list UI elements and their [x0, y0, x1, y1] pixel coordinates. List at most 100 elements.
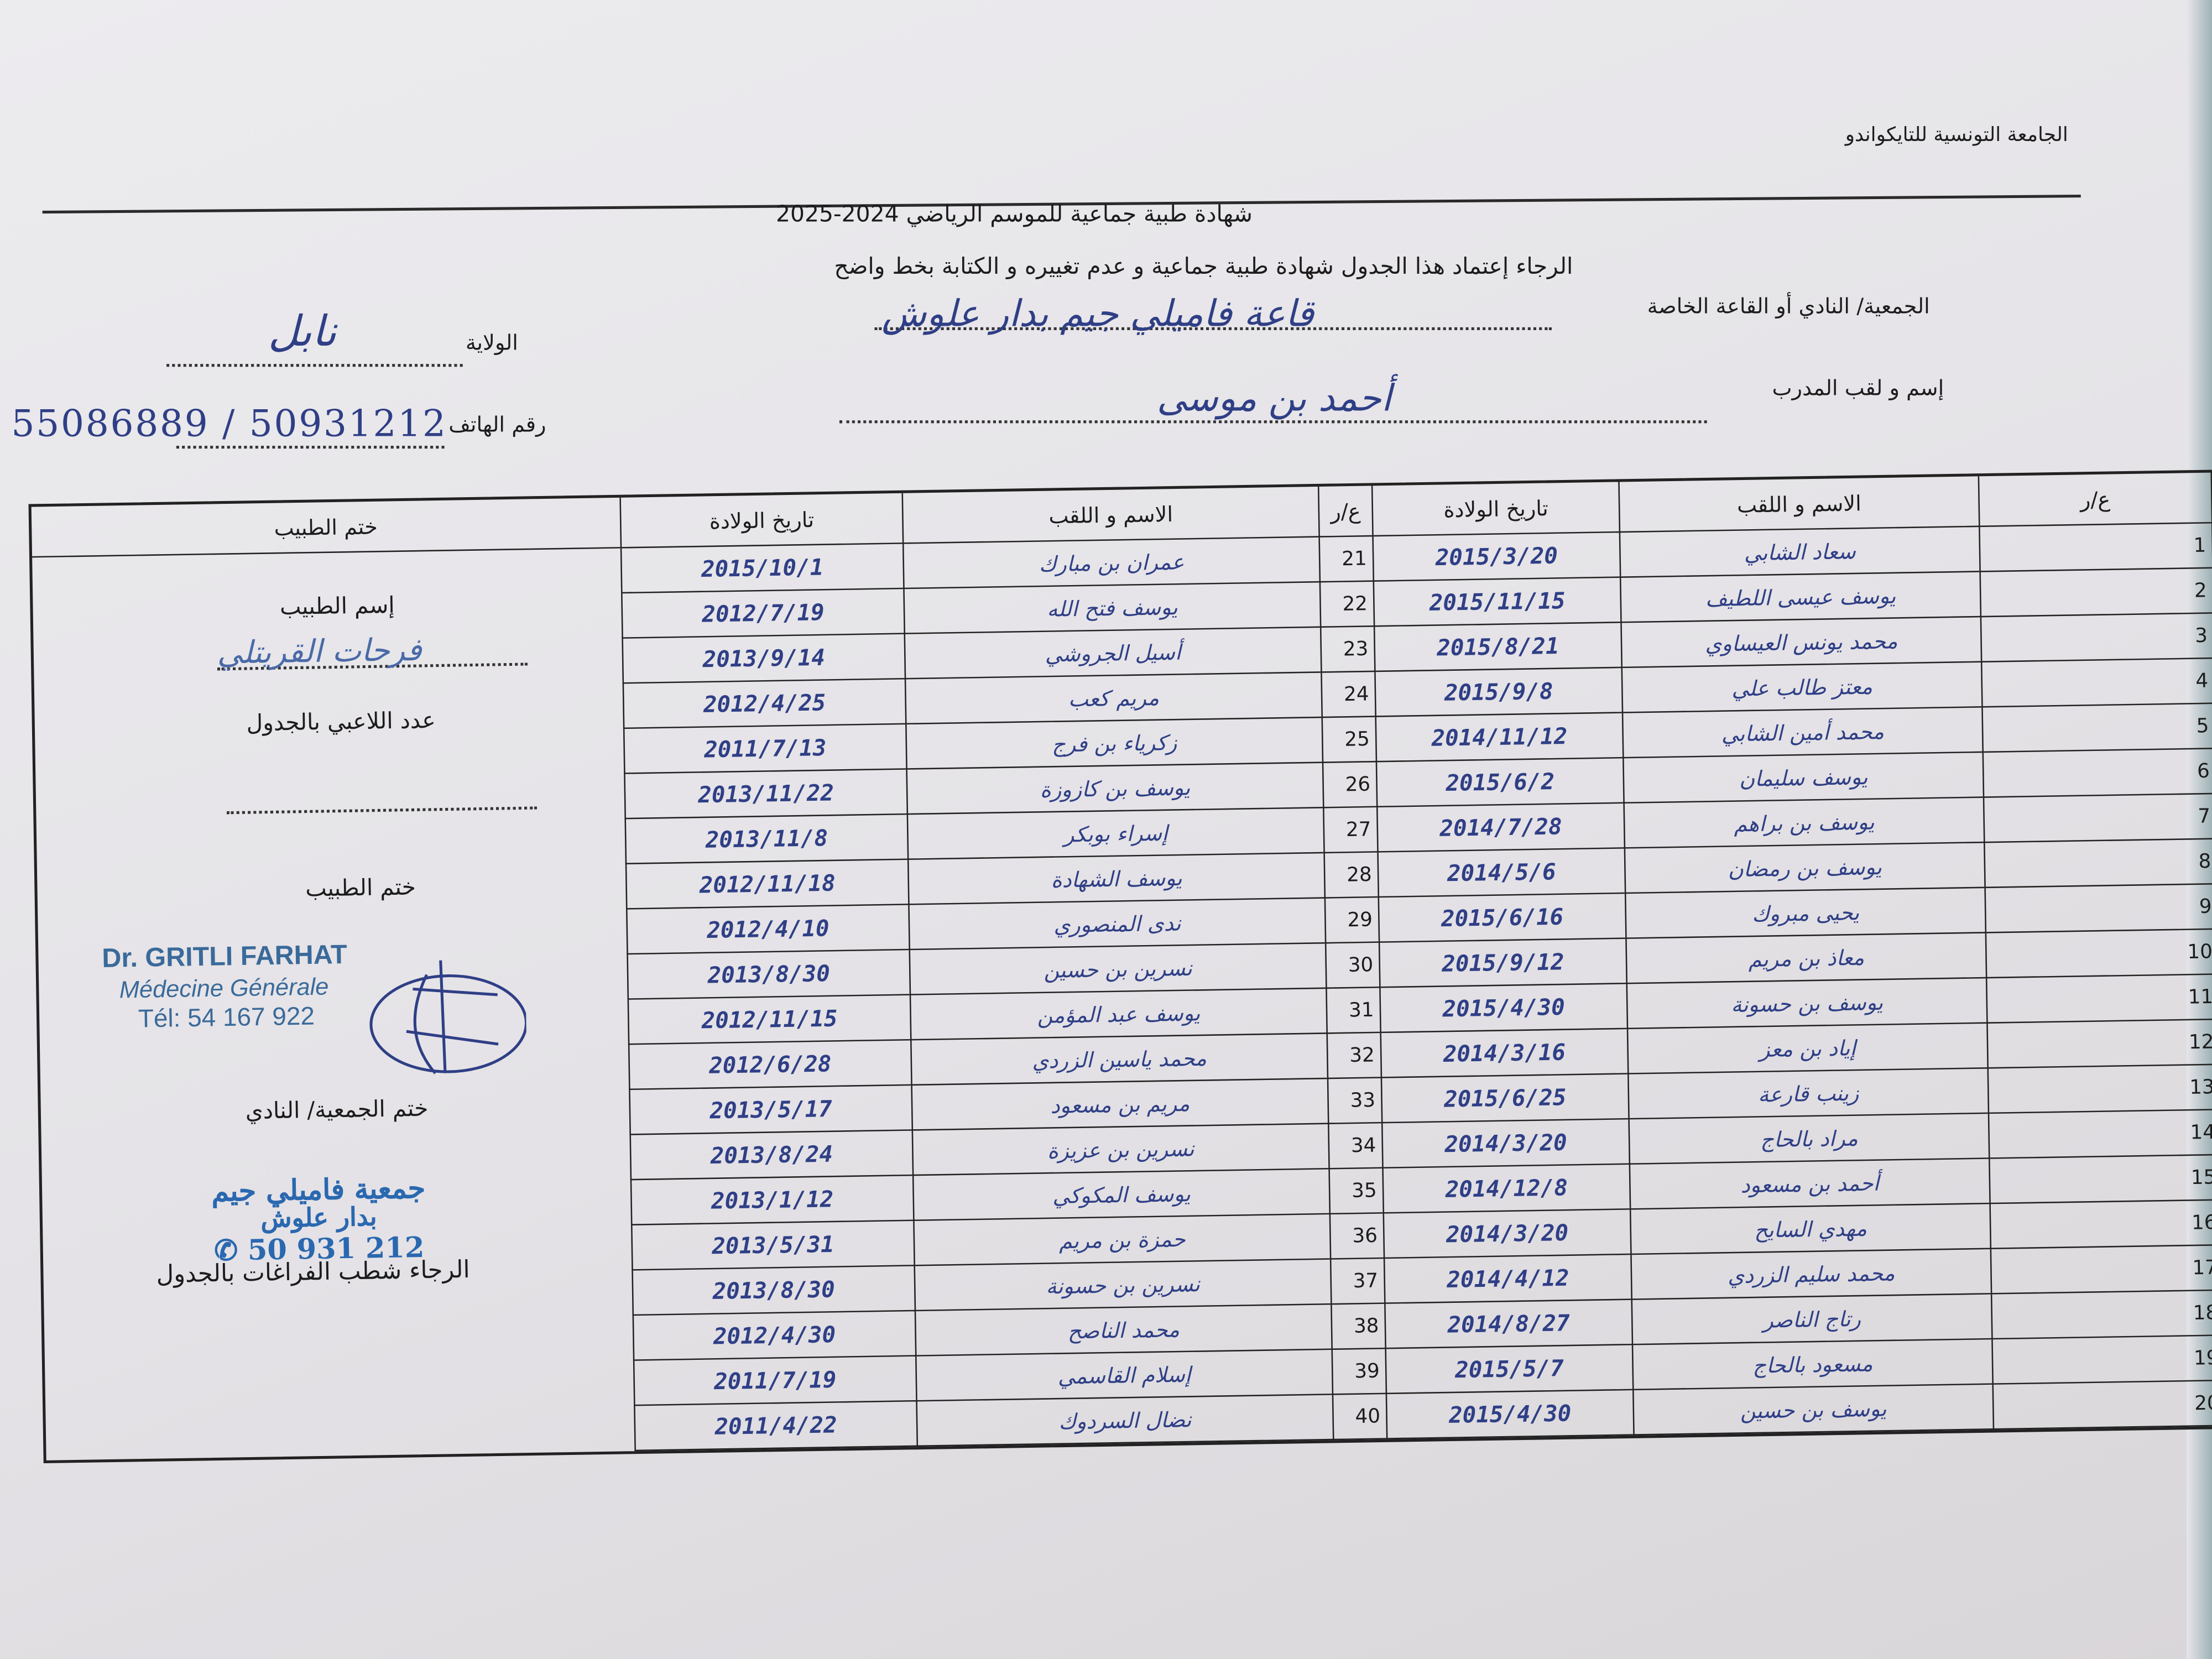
doctor-name-label: إسم الطبيب: [279, 591, 395, 620]
player-dob: 2014/12/8: [1382, 1165, 1630, 1214]
player-name: إسراء بوبكر: [906, 808, 1324, 860]
player-name: محمد ياسين الزردي: [910, 1034, 1327, 1086]
row-number: 40: [1332, 1394, 1386, 1441]
player-name: إياد بن معز: [1626, 1023, 1987, 1074]
player-dob: 2015/6/16: [1378, 894, 1626, 943]
player-dob: 2013/11/22: [624, 769, 907, 820]
doctor-stamp-phone: Tél: 54 167 922: [138, 1002, 315, 1034]
player-dob: 2011/7/19: [633, 1356, 916, 1406]
player-name: حمزة بن مريم: [913, 1214, 1330, 1266]
club-stamp-name: جمعية فاميلي جيم: [211, 1171, 426, 1208]
row-number: 2: [1979, 568, 2212, 618]
player-name: مريم بن مسعود: [911, 1079, 1328, 1131]
state-label: الولاية: [465, 330, 518, 356]
player-name: يوسف بن حسين: [1632, 1384, 1993, 1436]
player-dob: 2015/6/25: [1380, 1074, 1629, 1124]
player-dob: 2011/7/13: [623, 724, 906, 774]
header-name-1: الاسم و اللقب: [1618, 476, 1979, 533]
row-number: 14: [1987, 1110, 2212, 1159]
player-dob: 2012/11/18: [625, 860, 909, 910]
row-number: 1: [1979, 523, 2212, 572]
doctor-panel: إسم الطبيب فرحات القريتلي عدد اللاعبي با…: [32, 549, 634, 1460]
player-name: نضال السردوك: [916, 1395, 1333, 1447]
player-dob: 2015/11/15: [1373, 577, 1621, 627]
player-name: نسرين بن عزيزة: [911, 1124, 1329, 1176]
header-num-1: ع/ر: [1978, 472, 2211, 528]
page-title: شهادة طبية جماعية للموسم الرياضي 2024-20…: [776, 200, 1253, 227]
player-name: إسلام القاسمي: [915, 1350, 1332, 1402]
player-dob: 2012/4/10: [626, 905, 909, 955]
row-number: 13: [1987, 1065, 2212, 1114]
row-number: 10: [1985, 930, 2212, 979]
player-dob: 2015/4/30: [1385, 1390, 1634, 1439]
player-dob: 2013/5/17: [629, 1086, 912, 1135]
row-number: 29: [1324, 898, 1379, 944]
player-dob: 2015/4/30: [1379, 984, 1627, 1034]
row-number: 35: [1328, 1168, 1383, 1215]
row-number: 27: [1323, 807, 1378, 854]
header-dob-1: تاريخ الولادة: [1371, 482, 1619, 537]
row-number: 38: [1331, 1303, 1385, 1350]
row-number: 30: [1324, 942, 1380, 989]
player-dob: 2014/3/16: [1380, 1029, 1628, 1078]
club-label: الجمعية/ النادي أو القاعة الخاصة: [1647, 293, 1930, 319]
player-dob: 2014/11/12: [1375, 713, 1623, 763]
player-name: مسعود بالحاج: [1631, 1339, 1992, 1391]
player-dob: 2015/3/20: [1372, 533, 1620, 582]
player-name: معاذ بن مريم: [1625, 933, 1986, 984]
player-name: أحمد بن مسعود: [1629, 1159, 1990, 1210]
player-name: محمد أمين الشابي: [1621, 707, 1983, 759]
player-name: يحيى مبروك: [1624, 888, 1985, 939]
player-name: يوسف بن براهم: [1623, 797, 1984, 849]
row-number: 28: [1323, 852, 1378, 899]
header-doctor-stamp: ختم الطبيب: [31, 497, 620, 558]
doctor-stamp-name: Dr. GRITLI FARHAT: [101, 941, 348, 974]
player-dob: 2013/1/12: [630, 1176, 914, 1226]
player-dob: 2012/7/19: [621, 589, 904, 639]
players-count-dotted-line: [226, 806, 537, 815]
player-name: يوسف بن رمضان: [1624, 843, 1985, 894]
player-dob: 2014/4/12: [1383, 1255, 1631, 1304]
row-number: 32: [1326, 1033, 1381, 1079]
doctor-stamp-specialty: Médecine Générale: [119, 973, 329, 1004]
row-number: 25: [1321, 717, 1376, 763]
row-number: 24: [1321, 672, 1375, 718]
doctor-name-value: فرحات القريتلي: [217, 633, 422, 672]
player-dob: 2015/9/12: [1378, 938, 1626, 988]
players-table: ع/ر الاسم و اللقب تاريخ الولادة ع/ر الاس…: [28, 469, 2212, 1464]
row-number: 5: [1981, 703, 2212, 753]
paper-edge: [2187, 0, 2212, 1659]
player-name: يوسف فتح الله: [903, 582, 1320, 634]
row-number: 34: [1328, 1123, 1383, 1170]
player-name: زينب قارعة: [1627, 1068, 1988, 1120]
state-dotted-line: [166, 364, 463, 367]
header-dob-2: تاريخ الولادة: [619, 493, 902, 549]
player-dob: 2013/11/8: [624, 815, 907, 865]
row-number: 15: [1989, 1155, 2212, 1204]
player-name: مريم كعب: [904, 672, 1322, 725]
player-name: أسيل الجروشي: [904, 628, 1321, 680]
player-dob: 2011/4/22: [634, 1401, 917, 1452]
club-dotted-line: [874, 327, 1552, 330]
player-name: زكرياء بن فرج: [905, 718, 1322, 770]
row-number: 21: [1318, 536, 1373, 583]
player-dob: 2013/8/30: [632, 1266, 915, 1316]
federation-name: الجامعة التونسية للتايكواندو: [1845, 124, 2068, 147]
player-dob: 2013/9/14: [622, 634, 905, 684]
player-dob: 2013/8/24: [629, 1130, 912, 1181]
row-number: 17: [1990, 1245, 2212, 1295]
row-number: 18: [1990, 1291, 2212, 1340]
phone-dotted-line: [176, 446, 445, 449]
row-number: 3: [1980, 613, 2212, 662]
player-dob: 2012/6/28: [628, 1040, 911, 1091]
row-number: 36: [1329, 1213, 1384, 1260]
player-dob: 2014/3/20: [1383, 1209, 1631, 1259]
players-count-label: عدد اللاعبي بالجدول: [246, 706, 436, 737]
player-dob: 2015/6/2: [1375, 758, 1624, 808]
coach-label: إسم و لقب المدرب: [1772, 375, 1944, 401]
row-number: 6: [1982, 749, 2212, 798]
player-name: نسرين بن حسين: [909, 943, 1326, 995]
row-number: 12: [1986, 1020, 2212, 1069]
player-name: يوسف عبد المؤمن: [909, 989, 1327, 1041]
club-stamp-label: ختم الجمعية/ النادي: [245, 1094, 429, 1125]
